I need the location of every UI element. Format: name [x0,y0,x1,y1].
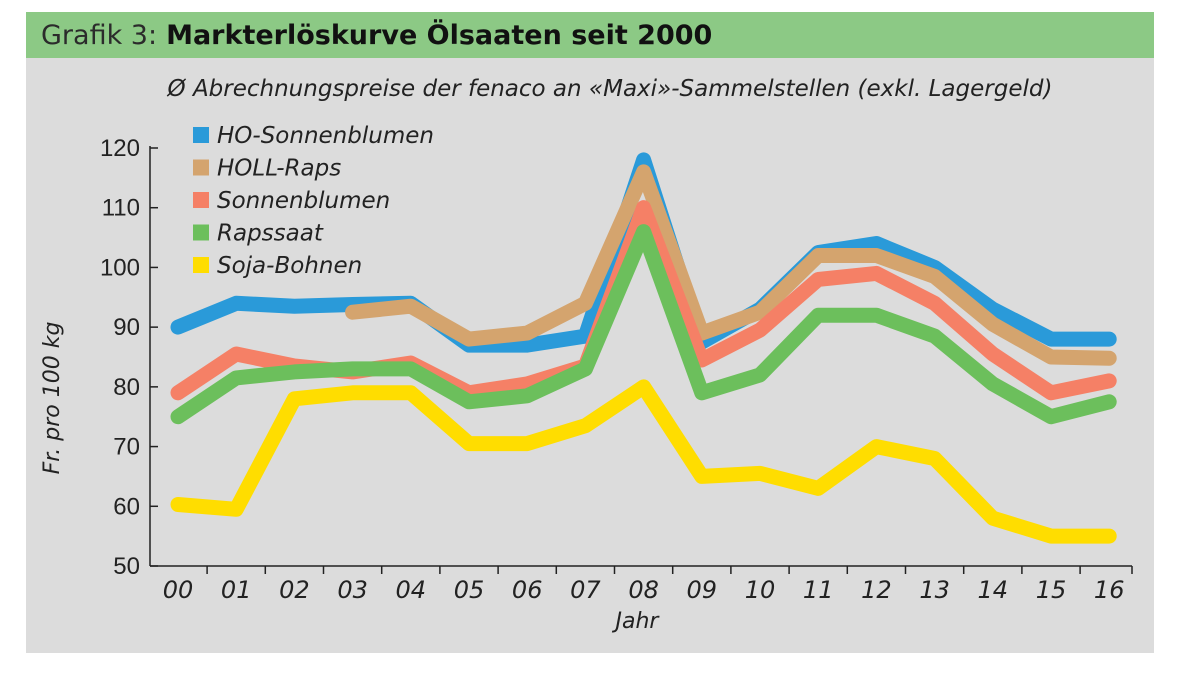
x-tick-label: 00 [163,576,194,604]
legend-label-holl-raps: HOLL-Raps [217,156,341,182]
series-line-rapssaat [170,224,1117,425]
y-tick-label: 70 [113,434,140,461]
legend-swatch-rapssaat [193,224,209,241]
chart-subtitle: Ø Abrechnungspreise der fenaco an «Maxi»… [167,76,1053,102]
x-tick-label: 08 [628,576,659,604]
x-tick-label: 13 [919,576,950,604]
x-tick-label: 12 [861,576,892,604]
y-tick-label: 90 [113,314,140,341]
x-tick-label: 02 [279,576,310,604]
legend-swatch-sonnenblumen [193,192,209,208]
legend-swatch-soja-bohnen [193,257,209,273]
x-tick-label: 15 [1036,576,1067,604]
x-tick-label: 04 [396,576,427,604]
series-lines [170,152,1117,544]
x-tick-label: 06 [512,576,543,604]
y-axis-label: Fr. pro 100 kg [40,322,65,475]
y-tick-label: 80 [113,374,140,401]
x-tick-label: 01 [221,576,252,604]
legend: HO-Sonnenblumen HOLL-Raps Sonnenblumen Raps… [193,123,434,279]
x-tick-label: 14 [978,576,1009,604]
legend-swatch-holl-raps [193,159,209,176]
legend-swatch-ho-sonnenblumen [193,127,209,143]
y-tick-label: 120 [100,135,140,162]
chart-title: Markterlöskurve Ölsaaten seit 2000 [166,19,713,51]
series-line-ho-sonnenblumen [170,152,1117,353]
title-bar: Grafik 3: Markterlöskurve Ölsaaten seit … [26,12,1154,58]
series-line-holl-raps [345,164,1117,366]
x-tick-label: 10 [745,576,776,604]
y-tick-label: 50 [113,553,140,580]
y-tick-label: 100 [100,254,140,281]
legend-label-sonnenblumen: Sonnenblumen [217,188,390,214]
x-tick-label: 09 [687,576,718,604]
x-axis-label: Jahr [612,609,661,634]
series-line-soja-bohnen [170,379,1117,544]
chart-number: Grafik 3: [41,19,158,51]
axes: 50 60 70 80 90 100 110 120 00 01 02 03 04 05 06 07 08 09 1… [100,135,1133,604]
y-tick-label: 110 [102,195,140,222]
legend-label-soja-bohnen: Soja-Bohnen [217,253,362,279]
x-tick-label: 07 [570,576,601,604]
legend-label-ho-sonnenblumen: HO-Sonnenblumen [217,123,434,149]
y-tick-label: 60 [113,493,140,520]
x-tick-label: 03 [337,576,368,604]
x-tick-label: 11 [803,576,834,604]
legend-label-rapssaat: Rapssaat [217,221,324,247]
x-tick-label: 16 [1094,576,1125,604]
x-tick-label: 05 [454,576,485,604]
